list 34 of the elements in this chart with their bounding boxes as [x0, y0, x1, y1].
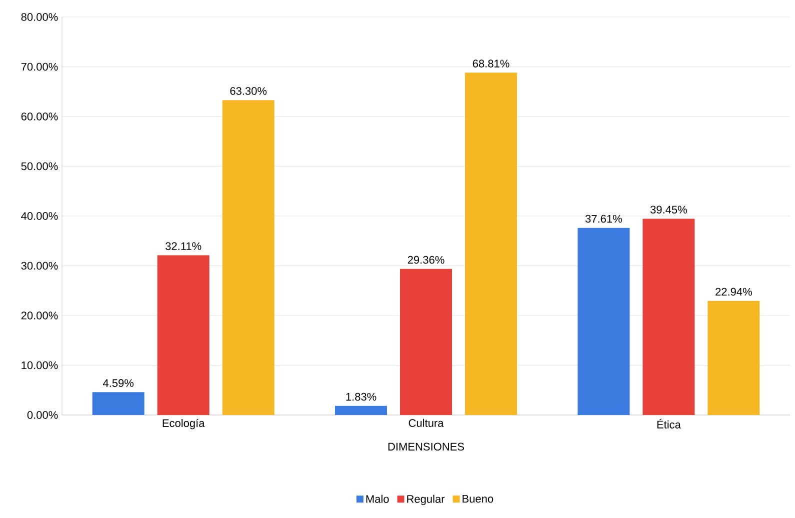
y-tick-label: 20.00%: [21, 312, 58, 320]
legend-label: Regular: [407, 494, 445, 506]
y-tick-label: 0.00%: [27, 411, 58, 419]
y-tick-label: 70.00%: [21, 62, 58, 71]
y-tick-label: 60.00%: [21, 112, 58, 120]
y-tick-label: 80.00%: [21, 13, 58, 21]
bar: [578, 228, 630, 415]
bar: [642, 218, 695, 415]
data-label: 37.61%: [585, 214, 622, 223]
x-tick-label: Ecología: [162, 418, 205, 430]
data-label: 63.30%: [230, 87, 267, 95]
bar: [335, 406, 388, 415]
legend-label: Bueno: [462, 494, 494, 503]
data-label: 39.45%: [650, 206, 687, 214]
y-tick-label: 50.00%: [21, 162, 58, 170]
x-tick-label: Cultura: [408, 418, 444, 427]
bar: [222, 100, 274, 415]
data-label: 32.11%: [166, 242, 202, 250]
x-axis-title: DIMENSIONES: [388, 442, 464, 451]
y-tick-label: 10.00%: [22, 361, 58, 370]
data-label: 1.83%: [346, 392, 376, 401]
bar: [465, 72, 518, 415]
y-tick-label: 30.00%: [21, 262, 58, 270]
bar: [157, 255, 210, 415]
data-label: 29.36%: [408, 256, 444, 264]
data-label: 22.94%: [716, 288, 752, 296]
data-label: 68.81%: [472, 60, 510, 68]
bar: [92, 392, 144, 415]
x-tick-label: Ética: [657, 418, 681, 428]
bar: [708, 300, 760, 415]
bar: [400, 268, 452, 415]
legend-label: Malo: [366, 494, 389, 503]
data-label: 4.59%: [102, 379, 134, 387]
y-tick-label: 40.00%: [21, 212, 58, 220]
